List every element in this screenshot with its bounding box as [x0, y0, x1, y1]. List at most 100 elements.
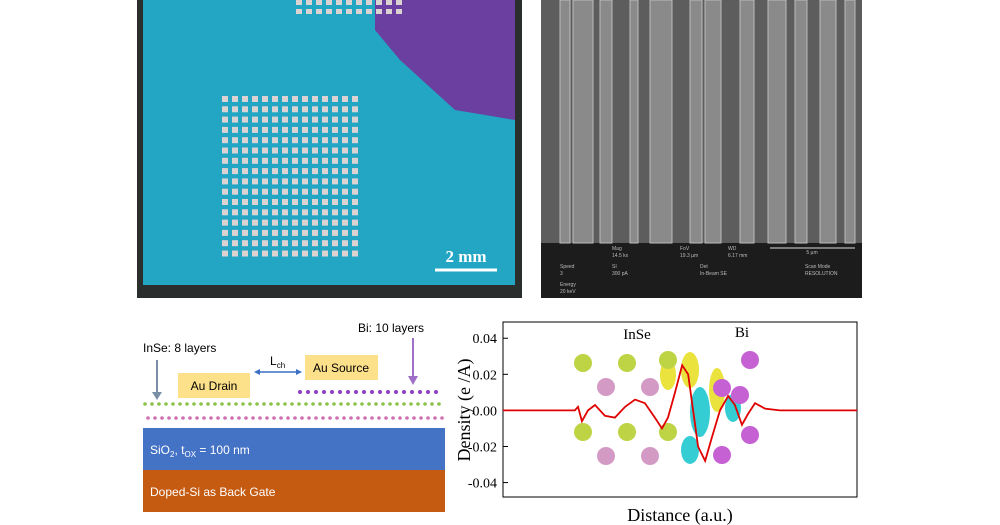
atom [398, 416, 402, 420]
atom [167, 416, 171, 420]
y-tick-label: 0.04 [473, 332, 498, 347]
pad [242, 126, 248, 133]
pad [272, 199, 278, 205]
atom [283, 402, 287, 406]
pad [342, 250, 348, 257]
pad [312, 157, 318, 164]
pad [232, 188, 238, 195]
pad [232, 96, 238, 102]
pad [252, 96, 258, 102]
pad [282, 199, 288, 205]
sem-info-key: Energy [560, 282, 576, 288]
pad [252, 126, 258, 133]
atom [388, 402, 392, 406]
pad [272, 116, 278, 123]
pad [366, 0, 372, 5]
atom [381, 402, 385, 406]
pad [312, 106, 318, 113]
atom [321, 416, 325, 420]
pad [302, 229, 308, 236]
pad [242, 178, 248, 185]
pad [322, 250, 328, 257]
pad [222, 178, 228, 185]
pad [322, 219, 328, 226]
sem-info-key: Det [700, 264, 708, 270]
pad [312, 178, 318, 185]
atom [328, 416, 332, 420]
pad [322, 168, 328, 175]
pad [332, 178, 338, 185]
atom [353, 402, 357, 406]
pad [302, 126, 308, 133]
pad [312, 199, 318, 205]
atom [367, 402, 371, 406]
pad [356, 0, 362, 5]
atom [153, 416, 157, 420]
atom [279, 416, 283, 420]
pad [292, 96, 298, 102]
pad [292, 188, 298, 195]
atom [394, 390, 398, 394]
electrode [767, 0, 787, 244]
pad [312, 229, 318, 236]
pad [296, 0, 302, 5]
atom [314, 390, 318, 394]
atom [241, 402, 245, 406]
atom [188, 416, 192, 420]
pad [262, 178, 268, 185]
y-tick-label: -0.04 [468, 477, 497, 492]
atom [430, 402, 434, 406]
source [305, 355, 378, 380]
atom [370, 416, 374, 420]
atom [146, 416, 150, 420]
pad [332, 137, 338, 144]
pad [292, 126, 298, 133]
pad [342, 116, 348, 123]
oxide-label: SiO2, tOX = 100 nm [150, 443, 250, 459]
pad [262, 229, 268, 236]
purple-region [375, 0, 515, 120]
pad [222, 188, 228, 195]
atom [195, 416, 199, 420]
pad [342, 209, 348, 216]
atom [230, 416, 234, 420]
atom [216, 416, 220, 420]
atom [416, 402, 420, 406]
pad [272, 147, 278, 154]
atom [160, 416, 164, 420]
pad [342, 96, 348, 102]
pad [352, 147, 358, 154]
pad [252, 137, 258, 144]
atom [597, 378, 615, 396]
pad [232, 157, 238, 164]
pad [222, 199, 228, 205]
atom [412, 416, 416, 420]
text: 2 [170, 450, 175, 459]
pad [222, 106, 228, 113]
pad [352, 157, 358, 164]
pad [312, 209, 318, 216]
atom [213, 402, 217, 406]
text: = 100 nm [196, 443, 250, 457]
pad [262, 168, 268, 175]
pad [272, 188, 278, 195]
pad [316, 0, 322, 5]
pad [376, 0, 382, 5]
atom [360, 402, 364, 406]
atom [342, 416, 346, 420]
pad [352, 178, 358, 185]
pad [252, 209, 258, 216]
atom [322, 390, 326, 394]
atom [741, 351, 759, 369]
pad [356, 9, 362, 14]
pad [342, 240, 348, 247]
pad [322, 137, 328, 144]
pad [232, 168, 238, 175]
pad [262, 209, 268, 216]
pad [332, 96, 338, 102]
atom [641, 378, 659, 396]
pad [312, 116, 318, 123]
pad [302, 106, 308, 113]
density-chart: InSe Bi Distance (a.u.) Density (e /A) 0… [454, 321, 858, 525]
